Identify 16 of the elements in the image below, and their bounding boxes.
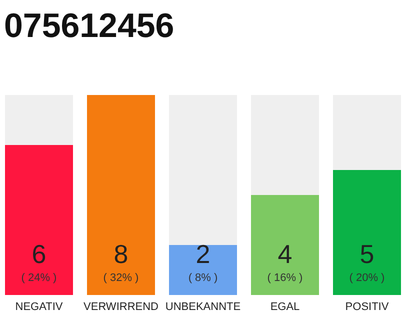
- x-tick-label: VERWIRREND: [84, 300, 159, 313]
- data-label: 6: [32, 239, 46, 269]
- x-tick-label: NEGATIV: [15, 300, 64, 313]
- data-label: 2: [196, 239, 210, 269]
- x-tick-label: POSITIV: [345, 300, 390, 313]
- data-label: 5: [360, 239, 374, 269]
- chart-title: 075612456: [4, 7, 174, 45]
- annotation: ( 32% ): [103, 272, 139, 284]
- annotation: ( 24% ): [21, 272, 57, 284]
- data-label: 8: [114, 239, 128, 269]
- annotation: ( 20% ): [349, 272, 385, 284]
- data-label: 4: [278, 239, 292, 269]
- x-tick-label: EGAL: [270, 300, 300, 313]
- x-tick-label: UNBEKANNTE: [165, 300, 241, 313]
- annotation: ( 16% ): [267, 272, 303, 284]
- annotation: ( 8% ): [188, 272, 218, 284]
